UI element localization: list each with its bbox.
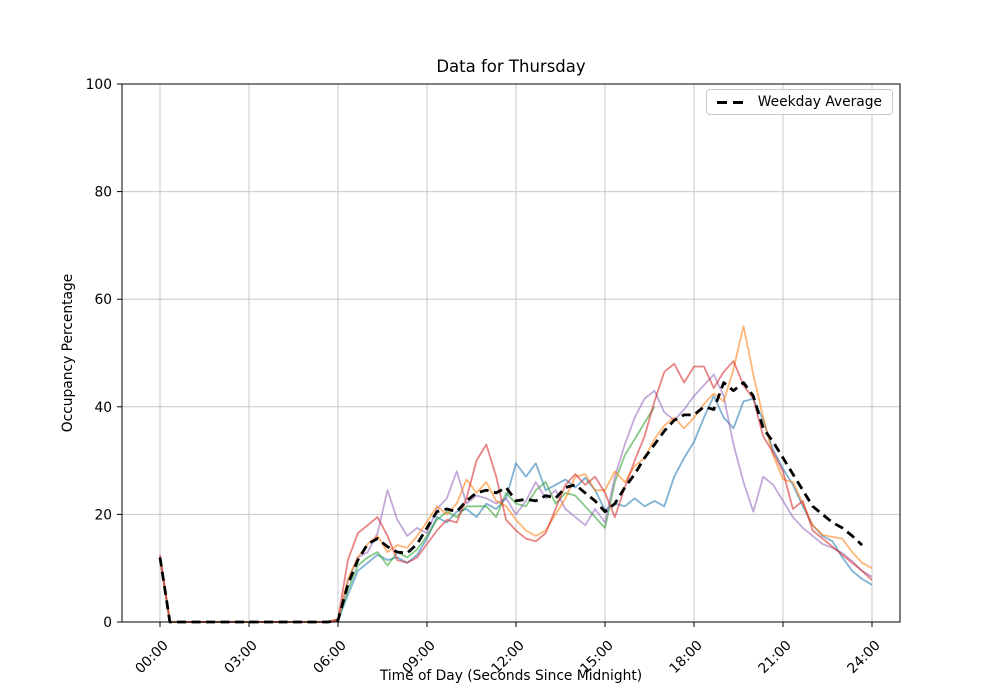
- y-axis-label: Occupancy Percentage: [60, 273, 76, 433]
- y-tick-label: 80: [94, 185, 112, 201]
- weekday-average-line-swatch: [716, 100, 749, 104]
- y-tick-label: 100: [86, 77, 112, 93]
- y-tick-label: 0: [103, 615, 112, 631]
- chart-title: Data for Thursday: [436, 57, 586, 76]
- x-axis-label: Time of Day (Seconds Since Midnight): [379, 668, 643, 684]
- legend-label: Weekday Average: [757, 94, 882, 110]
- legend: Weekday Average: [705, 89, 893, 115]
- axes-spines: [121, 83, 901, 623]
- y-tick-label: 60: [94, 292, 112, 308]
- series-line-weekday-average: [158, 381, 864, 624]
- y-tick-label: 20: [94, 507, 112, 523]
- y-tick-label: 40: [94, 400, 112, 416]
